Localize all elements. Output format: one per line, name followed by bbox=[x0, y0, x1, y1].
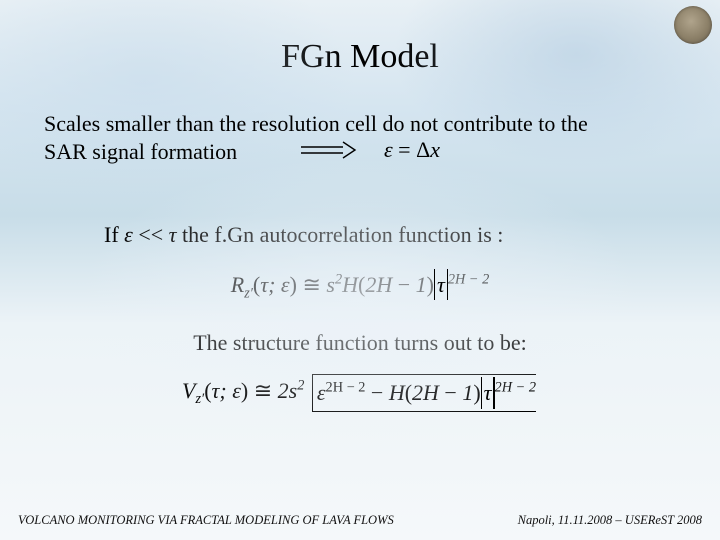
slide-footer: VOLCANO MONITORING VIA FRACTAL MODELING … bbox=[0, 513, 720, 528]
paragraph-3: The structure function turns out to be: bbox=[44, 329, 676, 357]
sup-tau-exp: 2H − 2 bbox=[495, 380, 536, 396]
approx-1: ≅ bbox=[302, 272, 320, 297]
sup-2b: 2 bbox=[297, 378, 304, 394]
formula-structure-function: Vz′(τ; ε) ≅ 2s2 ε2H − 2 − H(2H − 1)τ2H −… bbox=[44, 374, 676, 412]
sub-zprime-1: z′ bbox=[244, 285, 253, 301]
seal-logo bbox=[674, 6, 712, 44]
footer-left-text: VOLCANO MONITORING VIA FRACTAL MODELING … bbox=[18, 513, 394, 528]
footer-right-text: Napoli, 11.11.2008 – USEReST 2008 bbox=[518, 513, 702, 528]
text-line-1b: SAR signal formation bbox=[44, 139, 237, 164]
text-much-less: << bbox=[133, 222, 169, 247]
arrow-icon bbox=[299, 140, 359, 160]
symbol-tau: τ bbox=[169, 222, 177, 247]
paragraph-1: Scales smaller than the resolution cell … bbox=[44, 110, 676, 165]
slide-body: Scales smaller than the resolution cell … bbox=[0, 76, 720, 412]
sup-final-1: 2H − 2 bbox=[448, 271, 489, 287]
sup-eps-exp: 2H − 2 bbox=[326, 380, 366, 396]
symbol-epsilon: ε bbox=[124, 222, 133, 247]
approx-2: ≅ bbox=[254, 378, 272, 403]
text-line-1a: Scales smaller than the resolution cell … bbox=[44, 111, 588, 136]
text-if: If bbox=[104, 222, 124, 247]
text-line2-post: the f.Gn autocorrelation function is : bbox=[177, 222, 504, 247]
sub-zprime-2: z′ bbox=[195, 391, 204, 407]
sup-2a: 2 bbox=[335, 271, 342, 287]
implication-arrow bbox=[299, 140, 359, 160]
slide-title: FGn Model bbox=[0, 0, 720, 76]
formula-autocorrelation: Rz′(τ; ε) ≅ s2H(2H − 1)τ2H − 2 bbox=[44, 271, 676, 303]
paragraph-2: If ε << τ the f.Gn autocorrelation funct… bbox=[44, 221, 676, 249]
inline-equation-1: ε = Δx bbox=[384, 136, 440, 164]
